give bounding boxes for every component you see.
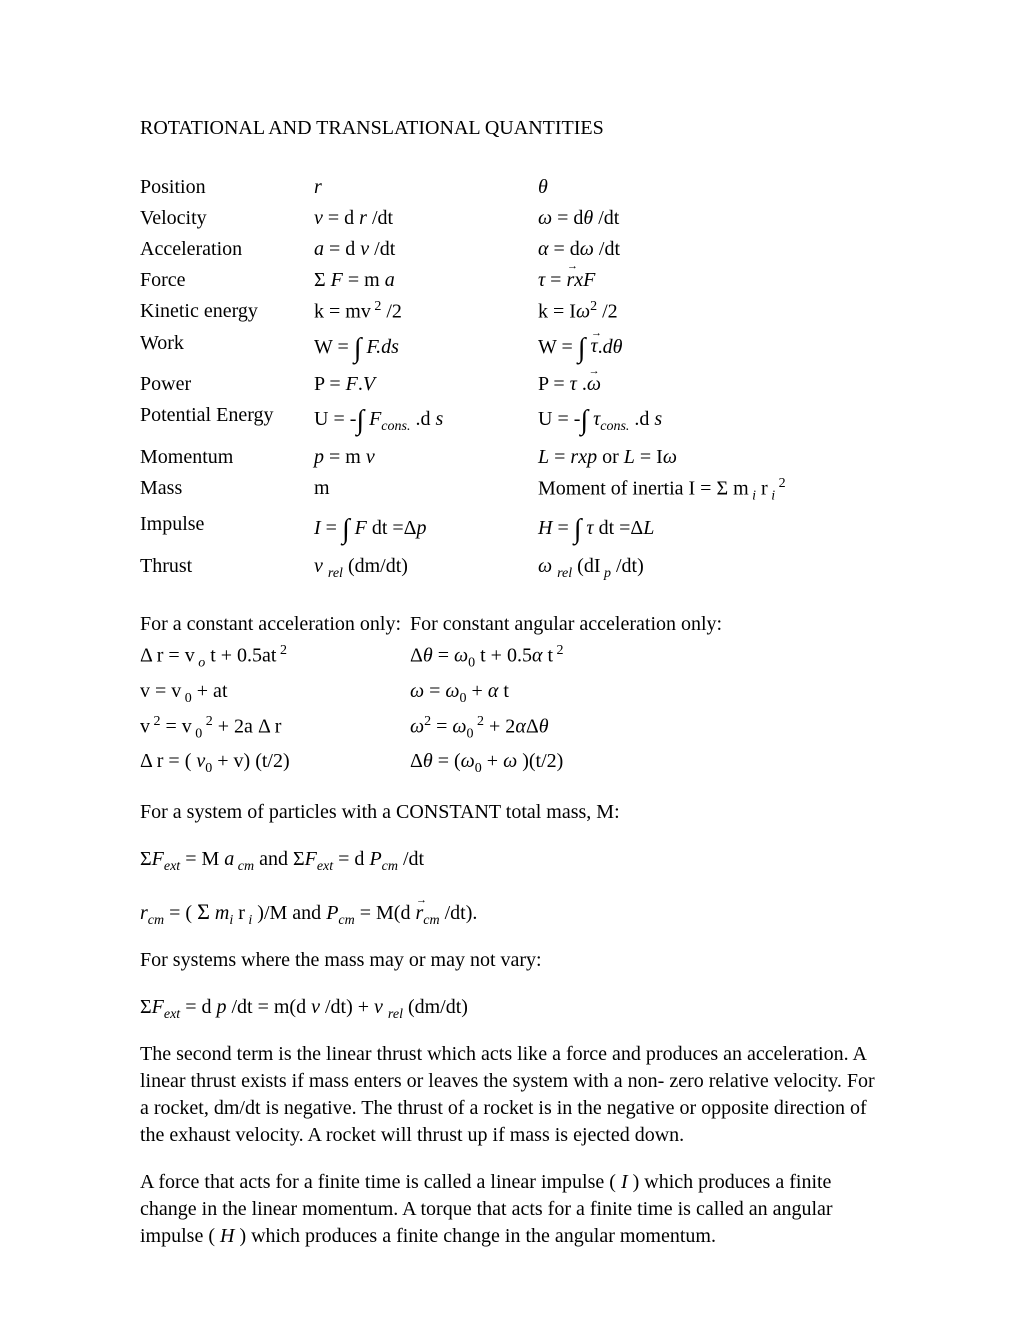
quantity-label: Force bbox=[140, 265, 314, 296]
quantity-label: Velocity bbox=[140, 203, 314, 234]
system-varying-mass-heading: For systems where the mass may or may no… bbox=[140, 947, 880, 974]
linear-formula: v = d r /dt bbox=[314, 203, 538, 234]
table-row: v 2 = v 0 2 + 2a Δ rω2 = ω0 2 + 2αΔθ bbox=[140, 711, 722, 747]
rotational-formula: Moment of inertia I = Σ m i r i 2 bbox=[538, 473, 880, 509]
rotational-formula: U = -∫ τcons. .d s bbox=[538, 400, 880, 442]
rotational-formula: ω rel (dI p /dt) bbox=[538, 551, 880, 586]
linear-formula: r bbox=[314, 172, 538, 203]
kin-rotational-eq: ω2 = ω0 2 + 2αΔθ bbox=[410, 711, 722, 747]
table-row: Δ r = v o t + 0.5at 2Δθ = ω0 t + 0.5α t … bbox=[140, 640, 722, 676]
quantities-table: PositionrθVelocityv = d r /dtω = dθ /dtA… bbox=[140, 172, 880, 585]
rotational-formula: P = τ .ω bbox=[538, 369, 880, 400]
quantity-label: Work bbox=[140, 328, 314, 370]
rotational-formula: ω = dθ /dt bbox=[538, 203, 880, 234]
linear-formula: m bbox=[314, 473, 538, 509]
table-row: Thrustv rel (dm/dt)ω rel (dI p /dt) bbox=[140, 551, 880, 586]
table-row: v = v 0 + atω = ω0 + α t bbox=[140, 676, 722, 711]
kin-header-rotational: For constant angular acceleration only: bbox=[410, 609, 722, 640]
table-row: Momentump = m vL = rxp or L = Iω bbox=[140, 442, 880, 473]
kin-rotational-eq: ω = ω0 + α t bbox=[410, 676, 722, 711]
table-row: Kinetic energyk = mv 2 /2k = Iω2 /2 bbox=[140, 296, 880, 328]
quantity-label: Power bbox=[140, 369, 314, 400]
kin-rotational-eq: Δθ = (ω0 + ω )(t/2) bbox=[410, 746, 722, 781]
quantity-label: Acceleration bbox=[140, 234, 314, 265]
system-constant-mass-heading: For a system of particles with a CONSTAN… bbox=[140, 799, 880, 826]
kinematics-body: For a constant acceleration only:For con… bbox=[140, 609, 722, 781]
rotational-formula: τ = rxF bbox=[538, 265, 880, 296]
linear-formula: Σ F = m a bbox=[314, 265, 538, 296]
linear-formula: k = mv 2 /2 bbox=[314, 296, 538, 328]
linear-formula: I = ∫ F dt =Δp bbox=[314, 509, 538, 551]
kin-linear-eq: Δ r = v o t + 0.5at 2 bbox=[140, 640, 410, 676]
linear-formula: a = d v /dt bbox=[314, 234, 538, 265]
kin-header-linear: For a constant acceleration only: bbox=[140, 609, 410, 640]
table-row: PowerP = F.VP = τ .ω bbox=[140, 369, 880, 400]
table-row: For a constant acceleration only:For con… bbox=[140, 609, 722, 640]
quantity-label: Position bbox=[140, 172, 314, 203]
eq-fext-macm: ΣFext = M a cm and ΣFext = d Pcm /dt bbox=[140, 846, 880, 877]
linear-formula: U = -∫ Fcons. .d s bbox=[314, 400, 538, 442]
table-row: WorkW = ∫ F.dsW = ∫ τ.dθ bbox=[140, 328, 880, 370]
table-row: Δ r = ( v0 + v) (t/2)Δθ = (ω0 + ω )(t/2) bbox=[140, 746, 722, 781]
table-row: MassmMoment of inertia I = Σ m i r i 2 bbox=[140, 473, 880, 509]
quantity-label: Thrust bbox=[140, 551, 314, 586]
table-row: Potential EnergyU = -∫ Fcons. .d sU = -∫… bbox=[140, 400, 880, 442]
rotational-formula: k = Iω2 /2 bbox=[538, 296, 880, 328]
quantity-label: Mass bbox=[140, 473, 314, 509]
table-row: Accelerationa = d v /dtα = dω /dt bbox=[140, 234, 880, 265]
rotational-formula: α = dω /dt bbox=[538, 234, 880, 265]
kin-linear-eq: Δ r = ( v0 + v) (t/2) bbox=[140, 746, 410, 781]
quantity-label: Momentum bbox=[140, 442, 314, 473]
table-row: ImpulseI = ∫ F dt =ΔpH = ∫ τ dt =ΔL bbox=[140, 509, 880, 551]
eq-rcm-pcm: rcm = ( Σ mi r i )/M and Pcm = M(d rcm /… bbox=[140, 897, 880, 931]
quantity-label: Kinetic energy bbox=[140, 296, 314, 328]
linear-formula: p = m v bbox=[314, 442, 538, 473]
eq-fext-dpdt: ΣFext = d p /dt = m(d v /dt) + v rel (dm… bbox=[140, 994, 880, 1025]
quantities-body: PositionrθVelocityv = d r /dtω = dθ /dtA… bbox=[140, 172, 880, 585]
quantity-label: Potential Energy bbox=[140, 400, 314, 442]
kin-linear-eq: v = v 0 + at bbox=[140, 676, 410, 711]
page-title: ROTATIONAL AND TRANSLATIONAL QUANTITIES bbox=[140, 115, 880, 142]
linear-formula: P = F.V bbox=[314, 369, 538, 400]
rotational-formula: L = rxp or L = Iω bbox=[538, 442, 880, 473]
thrust-paragraph: The second term is the linear thrust whi… bbox=[140, 1041, 880, 1149]
linear-formula: v rel (dm/dt) bbox=[314, 551, 538, 586]
table-row: ForceΣ F = m aτ = rxF bbox=[140, 265, 880, 296]
impulse-paragraph: A force that acts for a finite time is c… bbox=[140, 1169, 880, 1250]
rotational-formula: H = ∫ τ dt =ΔL bbox=[538, 509, 880, 551]
page: ROTATIONAL AND TRANSLATIONAL QUANTITIES … bbox=[0, 0, 1020, 1250]
kin-linear-eq: v 2 = v 0 2 + 2a Δ r bbox=[140, 711, 410, 747]
kinematics-table: For a constant acceleration only:For con… bbox=[140, 609, 722, 781]
linear-formula: W = ∫ F.ds bbox=[314, 328, 538, 370]
table-row: Positionrθ bbox=[140, 172, 880, 203]
rotational-formula: θ bbox=[538, 172, 880, 203]
table-row: Velocityv = d r /dtω = dθ /dt bbox=[140, 203, 880, 234]
kin-rotational-eq: Δθ = ω0 t + 0.5α t 2 bbox=[410, 640, 722, 676]
quantity-label: Impulse bbox=[140, 509, 314, 551]
